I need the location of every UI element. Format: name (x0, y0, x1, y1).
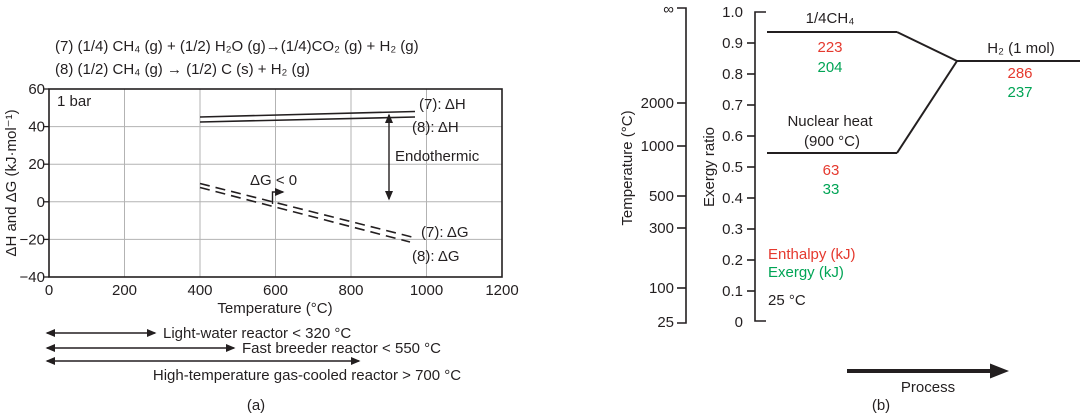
nuclear-heat-label: Nuclear heat (787, 113, 873, 130)
process-label: Process (901, 379, 955, 396)
series-label-dH7: (7): ΔH (419, 96, 466, 113)
exergy-tick-labels: 1.0 0.9 0.8 0.7 0.6 0.5 0.4 0.3 0.2 0.1 … (722, 4, 743, 331)
temp-tick: 100 (649, 280, 674, 297)
panel-b-caption: (b) (872, 397, 890, 413)
equation-8: (8) (1/2) CH₄ (g) → (1/2) C (s) + H₂ (g) (55, 61, 310, 78)
exergy-tick: 0.1 (722, 283, 743, 300)
exergy-tick: 1.0 (722, 4, 743, 21)
ch4-to-h2-transition (896, 31, 958, 62)
panel-b: ∞ 2000 1000 500 300 100 25 Temperature (… (619, 1, 1080, 413)
pressure-label: 1 bar (57, 93, 91, 110)
exergy-tick: 0.2 (722, 252, 743, 269)
exergy-tick: 0.4 (722, 190, 743, 207)
exergy-tick: 0.6 (722, 128, 743, 145)
x-tick: 400 (187, 282, 212, 299)
y-tick-labels: 60 40 20 0 −20 −40 (20, 81, 45, 286)
y-tick: 40 (28, 119, 45, 136)
temp-tick: 500 (649, 188, 674, 205)
exergy-tick: 0.3 (722, 221, 743, 238)
y-axis-ticks (43, 88, 49, 278)
exergy-axis-title: Exergy ratio (701, 127, 718, 207)
nuclear-exergy-value: 33 (823, 181, 840, 198)
gas-cooled-reactor-label: High-temperature gas-cooled reactor > 70… (153, 367, 461, 384)
x-tick: 600 (263, 282, 288, 299)
series-label-dG8: (8): ΔG (412, 248, 460, 265)
level-lines (767, 31, 1080, 154)
exergy-tick: 0.9 (722, 35, 743, 52)
x-tick-labels: 0 200 400 600 800 1000 1200 (45, 282, 519, 299)
nuclear-heat-temp: (900 °C) (804, 133, 860, 150)
y-tick: −20 (20, 231, 45, 248)
legend-enthalpy: Enthalpy (kJ) (768, 246, 856, 263)
line-dG-8 (199, 186, 411, 243)
temp-tick-infinity: ∞ (663, 1, 674, 18)
nuclear-to-h2-transition (896, 60, 958, 154)
x-tick: 800 (338, 282, 363, 299)
plot-border (48, 88, 503, 278)
h2-label: H₂ (1 mol) (987, 40, 1055, 57)
temperature-axis (677, 7, 687, 324)
exergy-tick: 0.5 (722, 159, 743, 176)
y-tick: 0 (37, 194, 45, 211)
dg-negative-arrow (271, 188, 285, 204)
x-tick: 0 (45, 282, 53, 299)
series-label-dG7: (7): ΔG (421, 224, 469, 241)
reactor-ranges: Light-water reactor < 320 °C Fast breede… (45, 325, 461, 384)
temperature-axis-title: Temperature (°C) (619, 110, 636, 225)
process-arrowhead (990, 363, 1009, 379)
exergy-axis (747, 11, 766, 322)
dg-negative-label: ΔG < 0 (250, 172, 297, 189)
ch4-exergy-value: 204 (817, 59, 842, 76)
series-label-dH8: (8): ΔH (412, 119, 459, 136)
legend-exergy: Exergy (kJ) (768, 264, 844, 281)
temperature-tick-labels: ∞ 2000 1000 500 300 100 25 (641, 1, 675, 331)
line-dH-8 (199, 116, 416, 123)
light-water-reactor-label: Light-water reactor < 320 °C (163, 325, 351, 342)
x-tick: 1200 (485, 282, 518, 299)
line-dG-7 (199, 182, 413, 238)
endothermic-label: Endothermic (395, 148, 480, 165)
ch4-enthalpy-value: 223 (817, 39, 842, 56)
h2-enthalpy-value: 286 (1007, 65, 1032, 82)
y-axis-title: ΔH and ΔG (kJ·mol⁻¹) (3, 109, 20, 256)
line-dH-7 (199, 110, 416, 118)
y-tick: 20 (28, 156, 45, 173)
panel-a-caption: (a) (247, 397, 265, 413)
temp-tick: 25 (657, 314, 674, 331)
exergy-tick: 0 (735, 314, 743, 331)
temp-tick: 300 (649, 220, 674, 237)
temp-tick: 2000 (641, 95, 674, 112)
panel-a: (7) (1/4) CH₄ (g) + (1/2) H₂O (g)→(1/4)C… (3, 38, 519, 413)
exergy-tick: 0.8 (722, 66, 743, 83)
y-tick: 60 (28, 81, 45, 98)
fast-breeder-reactor-label: Fast breeder reactor < 550 °C (242, 340, 441, 357)
equation-7: (7) (1/4) CH₄ (g) + (1/2) H₂O (g)→(1/4)C… (55, 38, 419, 55)
x-tick: 200 (112, 282, 137, 299)
exergy-tick: 0.7 (722, 97, 743, 114)
y-tick: −40 (20, 269, 45, 286)
x-tick: 1000 (410, 282, 443, 299)
h2-exergy-value: 237 (1007, 84, 1032, 101)
temp-tick: 1000 (641, 138, 674, 155)
ch4-label: 1/4CH₄ (806, 10, 855, 27)
reference-temperature: 25 °C (768, 292, 806, 309)
x-axis-title: Temperature (°C) (217, 300, 332, 317)
data-series (199, 110, 416, 243)
nuclear-enthalpy-value: 63 (823, 162, 840, 179)
